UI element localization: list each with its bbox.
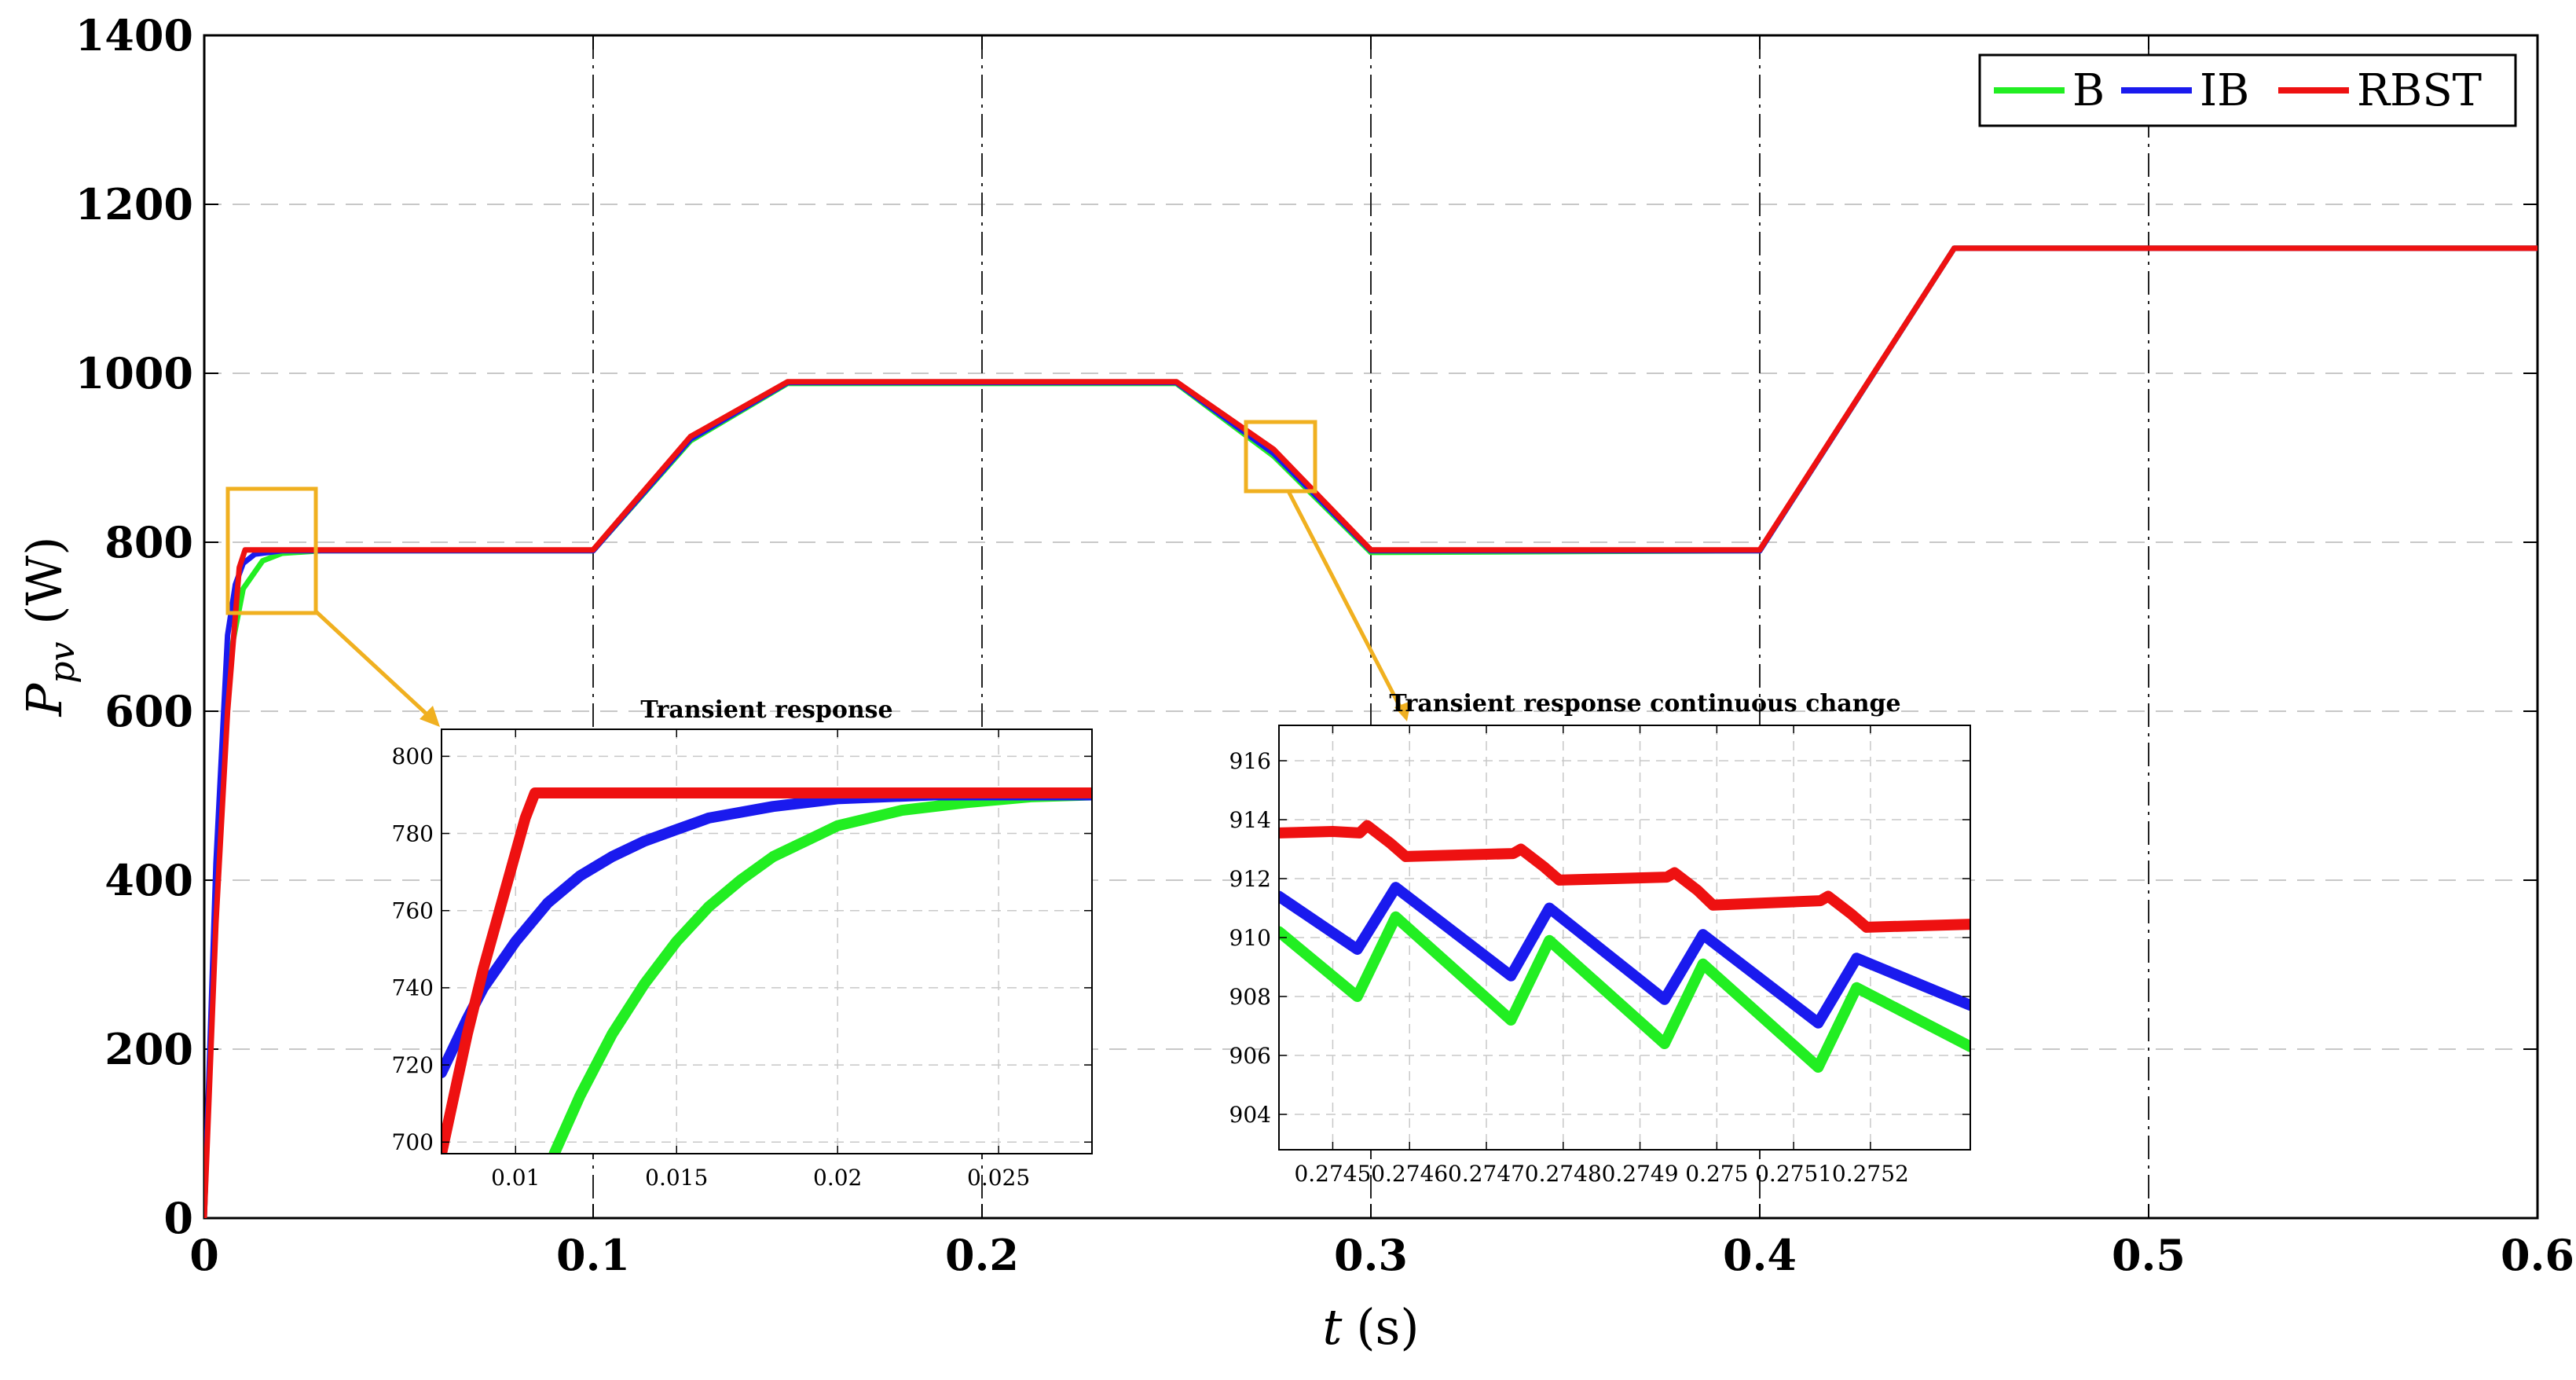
main-ytick-label: 1200	[75, 179, 193, 229]
inset1-ytick-label: 914	[1229, 807, 1271, 833]
zoom-arrow-transient	[314, 610, 434, 721]
inset0-series-rbst	[442, 787, 1092, 1154]
arrowhead-transient	[420, 706, 440, 727]
zoom-arrowheads	[420, 701, 1411, 727]
inset-continuous-title: Transient response continuous change	[1389, 690, 1900, 718]
inset1-xtick-label: 0.2752	[1832, 1161, 1909, 1187]
legend-label-rbst: RBST	[2357, 65, 2482, 116]
inset1-series-ib	[1279, 882, 1970, 1029]
inset1-ytick-label: 910	[1229, 925, 1271, 951]
zoom-box-continuous	[1244, 420, 1317, 494]
inset1-ytick-label: 916	[1229, 748, 1271, 774]
inset0-xtick-label: 0.01	[491, 1165, 540, 1191]
x-axis-label: t (s)	[1322, 1298, 1419, 1356]
legend: B IB RBST	[1978, 53, 2517, 127]
zoom-arrow-continuous	[1286, 490, 1405, 713]
main-xtick-label: 0.2	[945, 1230, 1019, 1280]
inset0-ytick-label: 760	[392, 898, 434, 924]
inset1-ytick-label: 906	[1229, 1043, 1271, 1069]
main-ytick-label: 600	[104, 686, 193, 736]
inset1-ytick-label: 912	[1229, 866, 1271, 892]
inset1-xtick-label: 0.2751	[1755, 1161, 1832, 1187]
inset0-ytick-label: 720	[392, 1052, 434, 1078]
inset1-xtick-label: 0.275	[1685, 1161, 1748, 1187]
inset1-xtick-label: 0.2745	[1294, 1161, 1371, 1187]
main-ytick-label: 0	[163, 1193, 193, 1243]
inset0-xtick-label: 0.02	[813, 1165, 862, 1191]
zoom-annotations	[225, 420, 1405, 721]
main-ticks: 0 200 400 600 800 1000 1200 1400 0 0.1 0.2 0.3 0.4 0.…	[75, 10, 2574, 1280]
inset0-ytick-label: 780	[392, 820, 434, 846]
inset1-xtick-label: 0.2748	[1525, 1161, 1602, 1187]
main-xtick-label: 0.1	[556, 1230, 630, 1280]
inset0-ytick-label: 700	[392, 1129, 434, 1155]
inset-transient-title: Transient response	[640, 696, 892, 724]
legend-box	[1978, 53, 2517, 127]
inset-transient-frame	[441, 729, 1093, 1154]
inset0-ytick-label: 800	[392, 743, 434, 769]
inset0-series-b	[548, 789, 1092, 1154]
inset-transient-series	[442, 787, 1092, 1154]
main-xtick-label: 0.5	[2112, 1230, 2186, 1280]
inset0-ytick-label: 740	[392, 975, 434, 1001]
main-xtick-label: 0.6	[2501, 1230, 2574, 1280]
main-series-rbst	[204, 245, 2538, 1218]
main-xtick-label: 0.4	[1723, 1230, 1797, 1280]
zoom-box-transient	[225, 486, 318, 615]
inset1-xtick-label: 0.2749	[1602, 1161, 1679, 1187]
main-ytick-label: 800	[104, 517, 193, 567]
inset0-series-ib	[442, 789, 1092, 1078]
inset1-xtick-label: 0.2746	[1371, 1161, 1448, 1187]
legend-label-b: B	[2072, 65, 2105, 116]
inset-transient-response: 700 720 740 760 780 800 0.01 0.015 0.02 0.025 Tra…	[392, 696, 1093, 1191]
legend-label-ib: IB	[2200, 65, 2249, 116]
inset-continuous-series	[1279, 820, 1970, 1073]
inset1-xtick-label: 0.2747	[1448, 1161, 1525, 1187]
main-ytick-label: 1400	[75, 10, 193, 61]
main-xtick-label: 0	[189, 1230, 219, 1280]
inset1-ytick-label: 908	[1229, 984, 1271, 1010]
inset1-series-rbst	[1279, 820, 1970, 933]
inset-transient-ticks: 700 720 740 760 780 800 0.01 0.015 0.02 0.025	[392, 729, 1092, 1191]
main-ytick-label: 200	[104, 1024, 193, 1074]
main-ytick-label: 400	[104, 855, 193, 905]
arrowhead-continuous	[1394, 701, 1411, 721]
y-axis-label: Ppv(W)	[16, 537, 82, 718]
inset0-xtick-label: 0.015	[645, 1165, 708, 1191]
inset1-series-b	[1279, 911, 1970, 1073]
main-ytick-label: 1000	[75, 348, 193, 398]
inset1-ytick-label: 904	[1229, 1102, 1271, 1128]
main-xtick-label: 0.3	[1334, 1230, 1408, 1280]
inset0-xtick-label: 0.025	[967, 1165, 1030, 1191]
main-series	[204, 245, 2538, 1218]
inset-continuous-grid	[1279, 725, 1970, 1150]
